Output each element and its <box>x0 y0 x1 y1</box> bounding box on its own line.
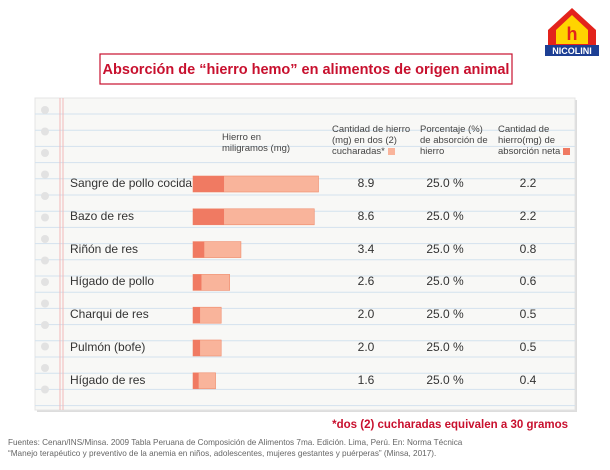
hole <box>41 170 49 179</box>
column-header: Cantidad de hierro(mg) de absorción neta <box>498 124 572 157</box>
legend-swatch <box>387 147 395 155</box>
value-label: 2.2 <box>519 208 537 223</box>
value-label: 3.4 <box>357 241 375 256</box>
source: Fuentes: Cenan/INS/Minsa. 2009 Tabla Per… <box>8 438 463 447</box>
logo: h NICOLINI <box>545 8 599 56</box>
bar <box>193 307 201 324</box>
hole <box>41 235 49 243</box>
value-label: 1.6 <box>357 372 375 387</box>
value-label: 2.6 <box>357 274 375 289</box>
category-label: Charqui de res <box>70 307 149 322</box>
value-label: 25.0 % <box>426 241 464 256</box>
hole <box>41 321 49 329</box>
category-label: Sangre de pollo cocida <box>70 176 193 190</box>
value-label: 25.0 % <box>426 340 464 354</box>
hole <box>41 127 49 136</box>
legend-label: Cantidad de hierro(mg) de absorción neta <box>498 124 561 157</box>
category-label: Hígado de res <box>70 372 146 387</box>
category-label: Hígado de pollo <box>70 274 155 289</box>
category-label: Pulmón (bofe) <box>70 340 146 354</box>
footnote: *dos (2) cucharadas equivalen a 30 gramo… <box>332 419 568 431</box>
bar <box>193 176 225 192</box>
category-label: Bazo de res <box>70 208 135 223</box>
source: “Manejo terapéutico y preventivo de la a… <box>8 449 436 458</box>
hole <box>41 364 49 372</box>
bars <box>192 175 319 390</box>
paper <box>34 97 576 411</box>
column-header: Porcentaje (%) de absorción de hierro <box>420 124 488 157</box>
hole <box>41 278 49 286</box>
value-label: 2.2 <box>519 176 537 190</box>
bar <box>193 372 199 389</box>
value-label: 0.5 <box>519 340 537 354</box>
hole <box>41 342 49 351</box>
value-label: 2.0 <box>357 340 375 354</box>
value-label: 0.8 <box>519 241 537 256</box>
title-box <box>99 53 513 85</box>
value-label: 25.0 % <box>426 307 464 322</box>
bar <box>193 340 201 356</box>
hole <box>41 149 49 157</box>
value-label: 25.0 % <box>426 208 464 223</box>
value-label: 0.5 <box>519 307 537 322</box>
bar <box>193 241 205 258</box>
value-label: 0.4 <box>519 372 537 387</box>
hole <box>41 213 49 222</box>
hole <box>41 192 49 200</box>
hole <box>41 256 49 265</box>
value-label: 8.9 <box>357 176 375 190</box>
legend-swatch <box>563 147 571 155</box>
bar-header: Hierro en miligramos (mg) <box>222 132 291 154</box>
value-label: 2.0 <box>357 307 375 322</box>
value-label: 0.6 <box>519 274 537 289</box>
holes <box>41 106 49 394</box>
legend-label: Cantidad de hierro (mg) en dos (2) cucha… <box>332 124 411 157</box>
value-label: 25.0 % <box>426 274 464 289</box>
bar <box>193 208 225 225</box>
ruled-lines <box>35 113 575 407</box>
column-header: Cantidad de hierro (mg) en dos (2) cucha… <box>332 124 412 157</box>
hole <box>41 299 49 308</box>
value-label: 8.6 <box>357 208 375 223</box>
chart-title: Absorción de “hierro hemo” en alimentos … <box>103 62 510 78</box>
svg-text:h: h <box>567 24 578 44</box>
value-label: 25.0 % <box>426 176 464 190</box>
value-label: 25.0 % <box>426 372 464 387</box>
hole <box>41 385 49 394</box>
bar <box>193 274 202 291</box>
logo-text: NICOLINI <box>552 46 592 56</box>
category-label: Riñón de res <box>70 241 139 256</box>
hole <box>41 106 49 114</box>
